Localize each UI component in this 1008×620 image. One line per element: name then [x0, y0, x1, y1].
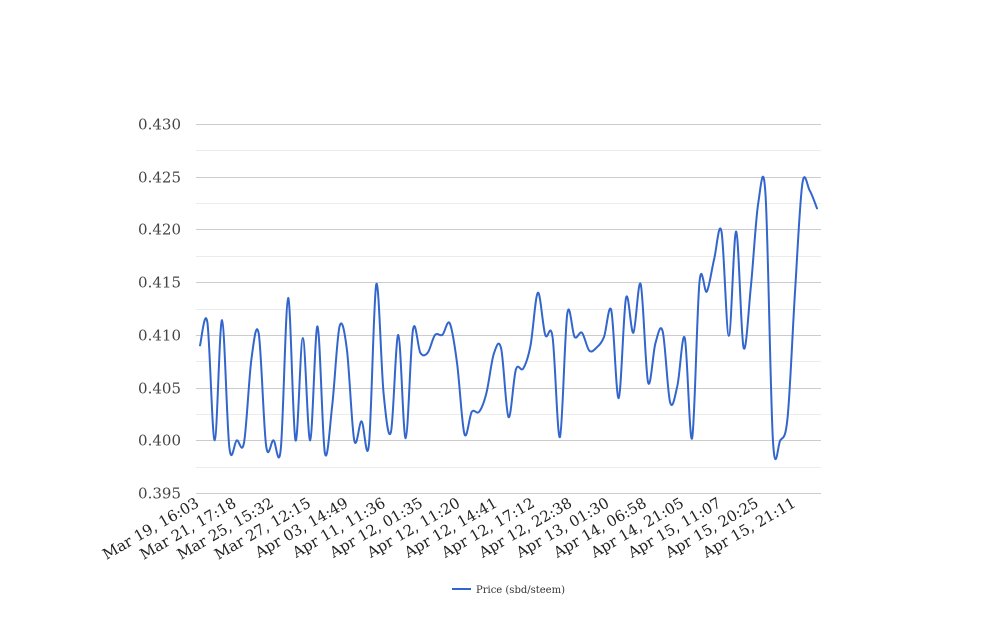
y-axis-tick-labels: 0.395 0.400 0.405 0.410 0.415 0.420 0.425 0.430: [138, 116, 181, 503]
y-tick-label: 0.415: [138, 274, 181, 292]
y-tick-label: 0.410: [138, 327, 181, 345]
major-gridlines: [196, 124, 821, 494]
y-tick-label: 0.430: [138, 116, 181, 134]
y-tick-label: 0.400: [138, 432, 181, 450]
legend: Price (sbd/steem): [452, 585, 565, 596]
y-tick-label: 0.425: [138, 169, 181, 187]
series-line-price: [199, 175, 818, 461]
y-tick-label: 0.420: [138, 221, 181, 239]
y-tick-label: 0.395: [138, 485, 181, 503]
y-tick-label: 0.405: [138, 380, 181, 398]
series-layer: [199, 175, 818, 461]
legend-label: Price (sbd/steem): [476, 585, 565, 596]
